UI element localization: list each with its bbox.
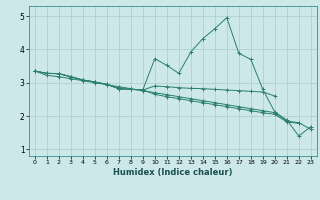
- X-axis label: Humidex (Indice chaleur): Humidex (Indice chaleur): [113, 168, 233, 177]
